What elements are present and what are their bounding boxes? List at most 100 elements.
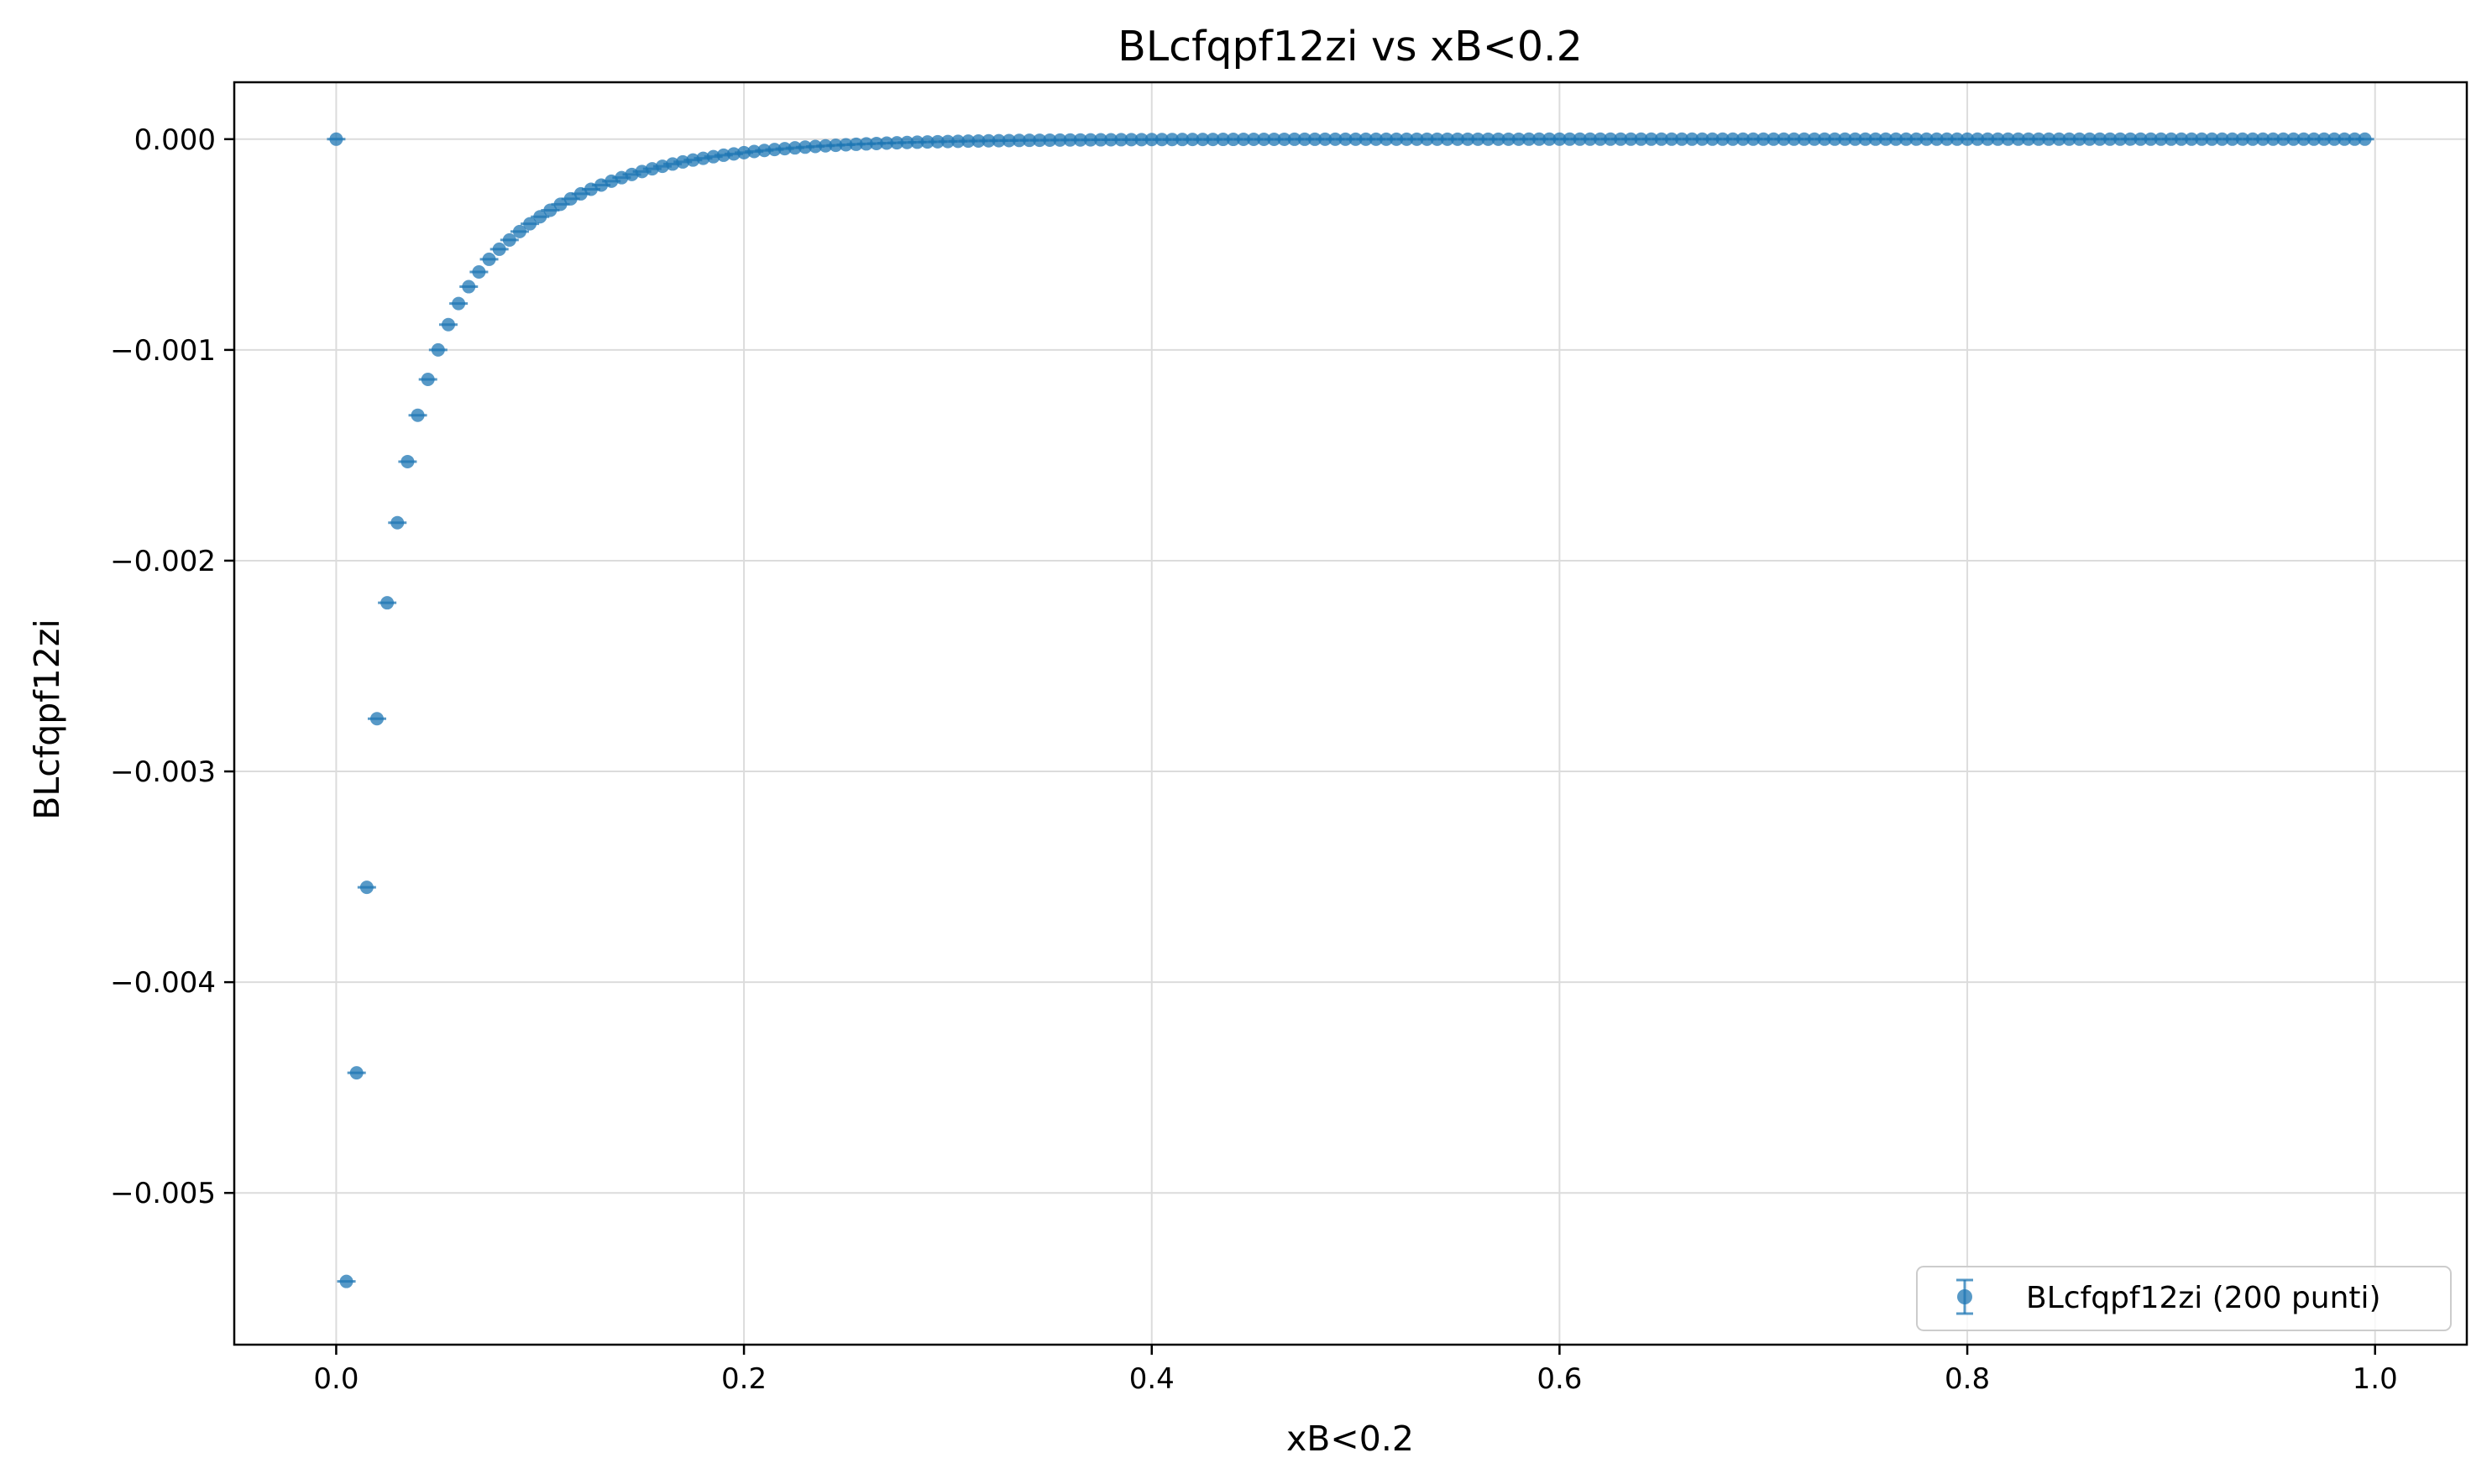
data-point-marker [696, 151, 710, 165]
data-point-marker [1083, 133, 1097, 147]
data-point-marker [2205, 132, 2219, 146]
data-point-marker [2154, 132, 2168, 146]
data-point-marker [533, 210, 547, 224]
data-point-marker [2062, 132, 2076, 146]
data-point-marker [1654, 132, 1668, 146]
data-point-marker [992, 133, 1006, 148]
data-point-marker [452, 296, 466, 311]
data-point-marker [1593, 132, 1607, 146]
data-point-marker [1889, 132, 1903, 146]
data-point-marker [2286, 132, 2301, 146]
data-point-marker [849, 137, 863, 151]
data-point-marker [798, 140, 812, 154]
data-point-marker [1848, 132, 1862, 146]
x-tick-label: 0.4 [1129, 1362, 1175, 1396]
data-point-marker [910, 135, 924, 149]
data-point-marker [1818, 132, 1832, 146]
data-point-marker [339, 1274, 353, 1288]
data-point-marker [777, 142, 792, 156]
data-point-marker [930, 134, 945, 149]
data-point-marker [2082, 132, 2097, 146]
x-tick-label: 0.2 [721, 1362, 767, 1396]
data-point-marker [1012, 133, 1026, 148]
data-point-marker [900, 135, 914, 149]
data-point-marker [839, 138, 853, 152]
y-tick-label: 0.000 [134, 123, 216, 157]
data-point-marker [1308, 132, 1322, 146]
data-point [541, 203, 560, 217]
legend-marker-icon [1957, 1289, 1972, 1304]
y-tick-label: −0.003 [110, 755, 216, 789]
data-point-marker [1787, 132, 1801, 146]
data-point-marker [441, 317, 455, 332]
data-point-marker [1644, 132, 1658, 146]
data-point-marker [543, 203, 558, 217]
data-point [2355, 132, 2374, 146]
data-point-marker [1868, 132, 1882, 146]
data-point-marker [563, 191, 578, 206]
data-point-marker [1297, 132, 1311, 146]
data-point-marker [1287, 132, 1301, 146]
data-point-marker [961, 134, 976, 149]
data-point-marker [686, 153, 700, 167]
data-point-marker [1094, 133, 1108, 147]
data-point-marker [349, 1066, 364, 1080]
data-point-marker [1736, 132, 1750, 146]
data-point [408, 408, 427, 422]
data-point-marker [676, 154, 690, 169]
data-point-marker [1705, 132, 1720, 146]
data-point-marker [2338, 132, 2352, 146]
data-point-marker [2317, 132, 2332, 146]
data-point-marker [523, 217, 537, 231]
data-point [367, 712, 386, 726]
data-point [438, 317, 458, 332]
data-point-marker [2123, 132, 2138, 146]
data-point-marker [1940, 132, 1954, 146]
data-point-marker [1338, 132, 1353, 146]
data-point-marker [2133, 132, 2148, 146]
data-point-marker [1277, 132, 1291, 146]
data-point [469, 264, 489, 279]
data-point-marker [2021, 132, 2035, 146]
data-point-marker [829, 138, 843, 153]
data-point-marker [1563, 132, 1577, 146]
chart-title: BLcfqpf12zi vs xB<0.2 [1118, 23, 1583, 71]
data-point-marker [1664, 132, 1678, 146]
y-tick-label: −0.001 [110, 334, 216, 368]
data-points [327, 132, 2374, 1288]
data-point-marker [1828, 132, 1842, 146]
data-point-marker [1440, 132, 1454, 146]
data-point-marker [1961, 132, 1975, 146]
data-point-marker [1675, 132, 1689, 146]
data-point-marker [1237, 133, 1251, 147]
data-point-marker [2358, 132, 2372, 146]
data-point-marker [502, 233, 516, 247]
data-point-marker [2256, 132, 2270, 146]
data-point-marker [2175, 132, 2189, 146]
data-point-marker [2185, 132, 2199, 146]
data-point-marker [369, 712, 384, 726]
data-point-marker [462, 280, 476, 294]
data-point-marker [1981, 132, 1995, 146]
x-tick-label: 1.0 [2353, 1362, 2398, 1396]
data-point-marker [1328, 132, 1343, 146]
data-point-marker [1400, 132, 1414, 146]
data-point-marker [1461, 132, 1475, 146]
data-point-marker [1919, 132, 1934, 146]
data-point-marker [1725, 132, 1740, 146]
data-point-marker [1878, 132, 1893, 146]
data-point-marker [1359, 132, 1373, 146]
data-point [551, 197, 570, 212]
data-point-marker [809, 139, 823, 154]
data-point-marker [2195, 132, 2209, 146]
data-point-marker [2246, 132, 2260, 146]
data-point-marker [1858, 132, 1872, 146]
y-tick-label: −0.004 [110, 966, 216, 1000]
data-point-marker [2032, 132, 2046, 146]
data-point [357, 880, 376, 895]
data-point-marker [2092, 132, 2107, 146]
data-point-marker [400, 454, 415, 468]
data-point-marker [1777, 132, 1791, 146]
